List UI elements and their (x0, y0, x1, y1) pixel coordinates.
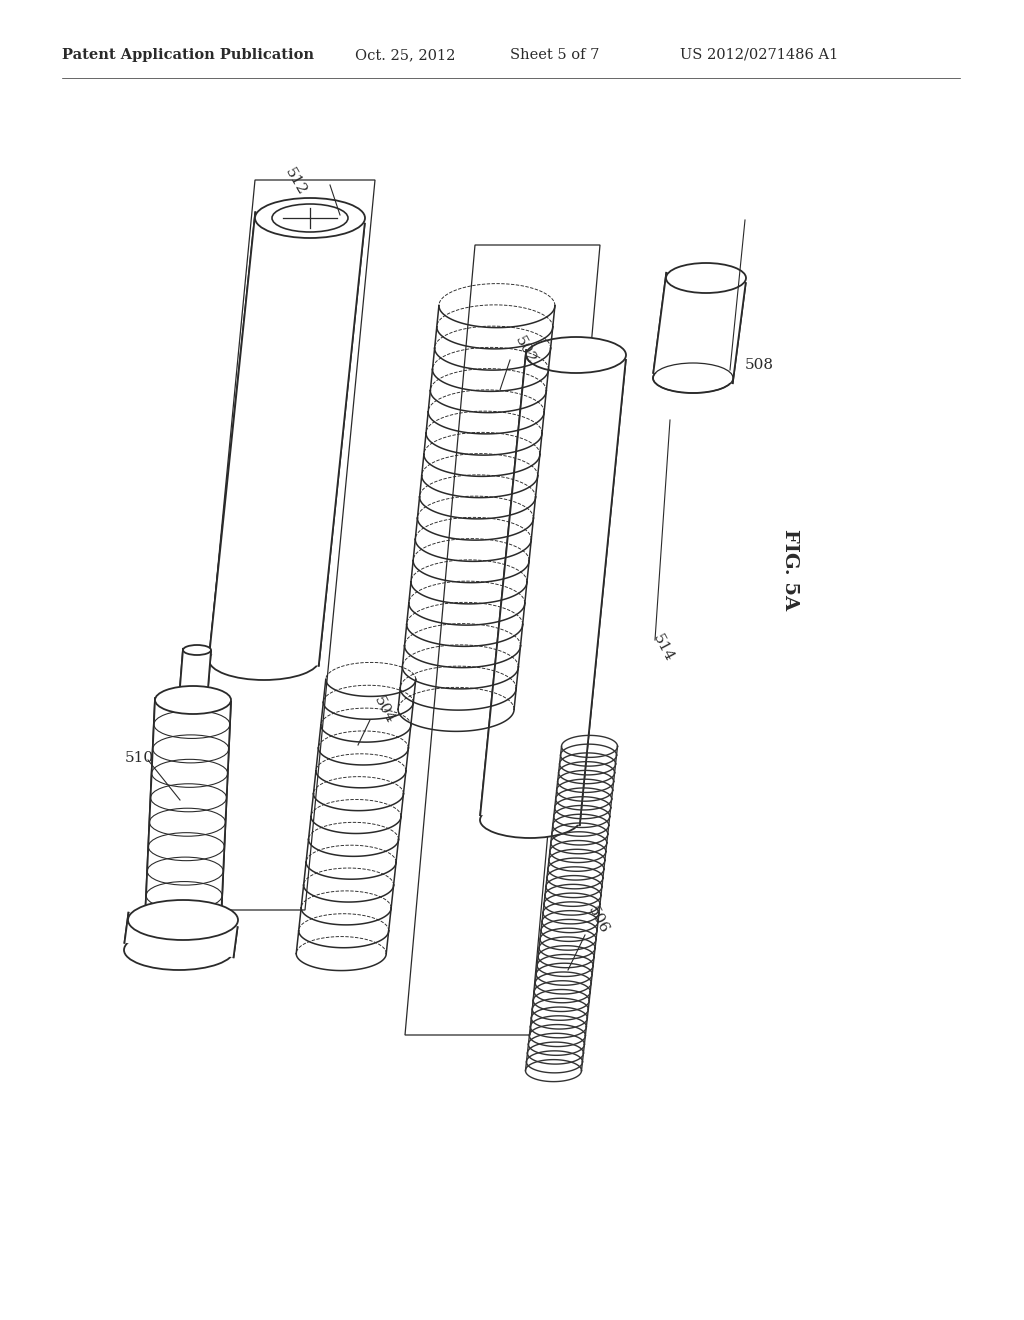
Polygon shape (209, 213, 365, 665)
Polygon shape (406, 246, 600, 1035)
Ellipse shape (526, 337, 626, 374)
Polygon shape (653, 273, 745, 383)
Ellipse shape (272, 205, 348, 232)
Text: Oct. 25, 2012: Oct. 25, 2012 (355, 48, 456, 62)
Polygon shape (480, 350, 626, 825)
Ellipse shape (209, 640, 319, 680)
Text: 514: 514 (650, 632, 676, 664)
Text: Patent Application Publication: Patent Application Publication (62, 48, 314, 62)
Text: US 2012/0271486 A1: US 2012/0271486 A1 (680, 48, 839, 62)
Ellipse shape (183, 645, 211, 655)
Polygon shape (185, 180, 375, 909)
Ellipse shape (145, 906, 221, 935)
Text: 508: 508 (745, 358, 774, 372)
Polygon shape (145, 698, 231, 921)
Ellipse shape (155, 686, 231, 714)
Text: 512: 512 (282, 166, 308, 198)
Polygon shape (125, 912, 238, 957)
Polygon shape (179, 649, 211, 701)
Text: 502: 502 (512, 334, 538, 366)
Ellipse shape (666, 263, 746, 293)
Text: 510: 510 (125, 751, 155, 766)
Ellipse shape (128, 900, 238, 940)
Text: FIG. 5A: FIG. 5A (781, 529, 799, 611)
Ellipse shape (653, 363, 733, 393)
Ellipse shape (124, 931, 234, 970)
Ellipse shape (179, 696, 207, 705)
Ellipse shape (255, 198, 365, 238)
Text: 506: 506 (585, 904, 611, 936)
Ellipse shape (480, 803, 580, 838)
Text: 504: 504 (371, 694, 397, 726)
Text: Sheet 5 of 7: Sheet 5 of 7 (510, 48, 599, 62)
